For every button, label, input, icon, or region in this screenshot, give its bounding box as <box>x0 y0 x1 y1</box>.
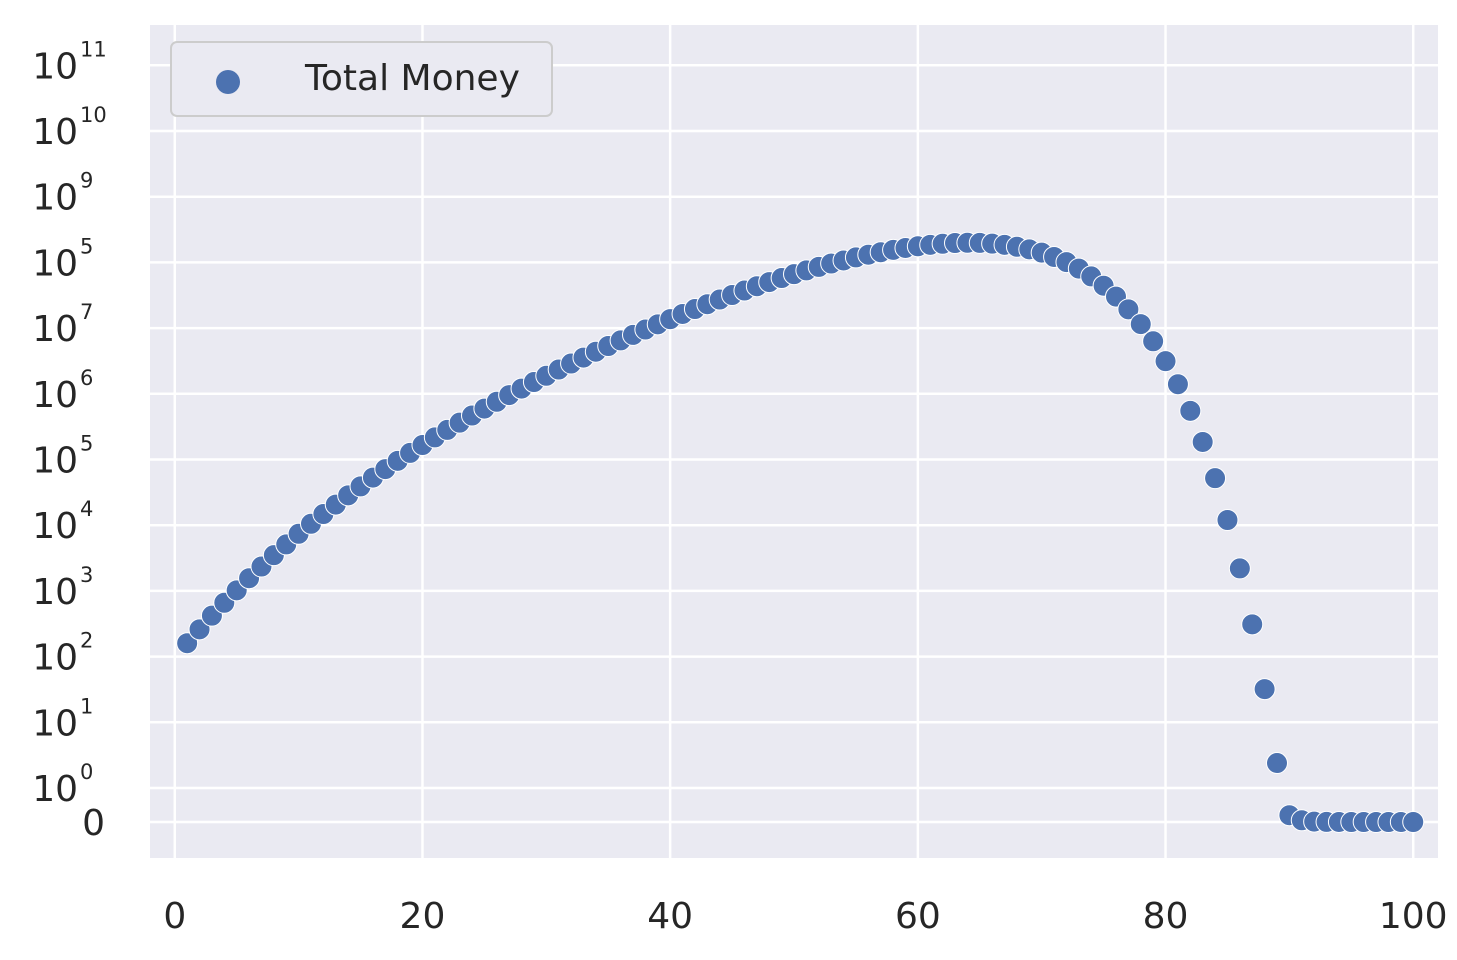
data-point <box>1154 350 1177 373</box>
data-point <box>1228 557 1251 580</box>
legend-label: Total Money <box>304 58 520 99</box>
data-point <box>1117 298 1140 321</box>
y-tick-label-exponent: 4 <box>80 497 93 521</box>
legend: Total Money <box>170 41 553 117</box>
data-point <box>1166 373 1189 396</box>
data-point <box>1129 313 1152 336</box>
data-point <box>1204 467 1227 490</box>
y-tick-label-base: 10 <box>32 506 78 547</box>
y-tick-label-exponent: 2 <box>80 629 93 653</box>
data-point <box>1216 508 1239 531</box>
y-tick-label-exponent: 9 <box>80 169 93 193</box>
legend-marker-icon <box>216 70 240 94</box>
x-tick-label: 0 <box>163 896 186 937</box>
y-tick-label-base: 10 <box>32 309 78 350</box>
legend-box <box>170 41 553 117</box>
y-tick-label-base: 10 <box>32 441 78 482</box>
data-point <box>1241 613 1264 636</box>
y-tick-label-base: 10 <box>32 46 78 87</box>
data-points <box>176 231 1425 833</box>
x-tick-label: 60 <box>895 896 941 937</box>
plot-area <box>150 25 1438 858</box>
y-tick-label: 0 <box>82 803 105 844</box>
y-tick-label-exponent: 5 <box>80 432 93 456</box>
data-point <box>188 618 211 641</box>
y-tick-label-exponent: 7 <box>80 300 93 324</box>
data-point <box>1253 678 1276 701</box>
x-tick-labels: 0 20 40 60 80 100 <box>163 896 1447 937</box>
y-tick-label-exponent: 0 <box>80 760 93 784</box>
data-point <box>1179 399 1202 422</box>
y-tick-label-base: 10 <box>32 703 78 744</box>
data-point <box>1191 430 1214 453</box>
x-tick-label: 20 <box>400 896 446 937</box>
data-point <box>1266 752 1288 775</box>
y-tick-label-exponent: 1 <box>80 694 93 718</box>
data-point <box>176 632 199 655</box>
y-tick-label-base: 10 <box>32 112 78 153</box>
y-tick-label-exponent: 5 <box>80 234 93 258</box>
data-point <box>1142 330 1165 353</box>
y-tick-label-base: 10 <box>32 243 78 284</box>
y-tick-label-base: 10 <box>32 638 78 679</box>
y-tick-label-exponent: 10 <box>80 103 107 127</box>
y-tick-label-base: 10 <box>32 375 78 416</box>
y-tick-label-exponent: 11 <box>80 37 107 61</box>
y-tick-label-base: 10 <box>32 769 78 810</box>
x-tick-label: 100 <box>1379 896 1448 937</box>
y-tick-label-base: 10 <box>32 178 78 219</box>
x-tick-label: 40 <box>647 896 693 937</box>
y-tick-label-exponent: 6 <box>80 366 93 390</box>
x-tick-label: 80 <box>1143 896 1189 937</box>
grid-lines <box>150 25 1438 858</box>
y-tick-label-base: 10 <box>32 572 78 613</box>
data-point <box>1402 811 1425 833</box>
y-tick-label-exponent: 3 <box>80 563 93 587</box>
